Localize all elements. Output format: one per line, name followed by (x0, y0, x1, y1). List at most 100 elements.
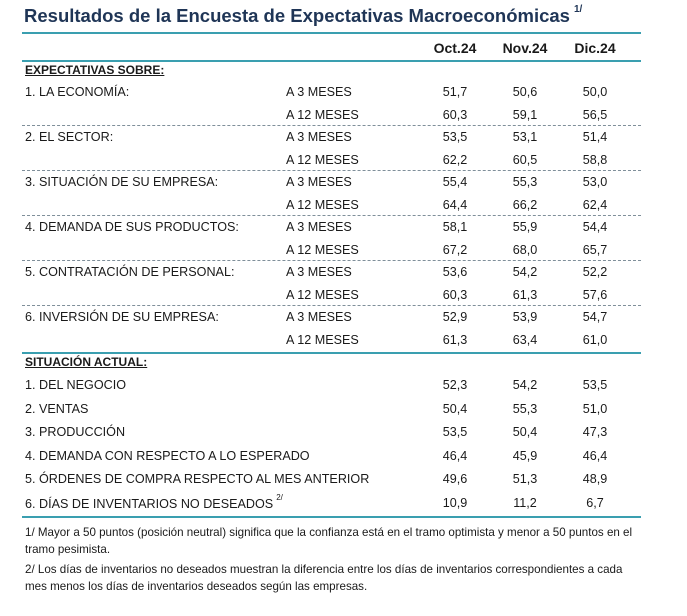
value-cell: 49,6 (442, 472, 468, 486)
indicator-label: 5. CONTRATACIÓN DE PERSONAL: (25, 265, 235, 279)
horizon-label: A 12 MESES (286, 332, 359, 347)
column-header-dic: Dic.24 (574, 40, 616, 56)
value-cell: 65,7 (582, 242, 608, 257)
horizon-label: A 3 MESES (286, 265, 352, 279)
indicator-label-text: 6. DÍAS DE INVENTARIOS NO DESEADOS (25, 496, 274, 511)
table-row: 4. DEMANDA CON RESPECTO A LO ESPERADO 46,… (0, 449, 687, 473)
indicator-label: 4. DEMANDA DE SUS PRODUCTOS: (25, 220, 239, 234)
header-rule (22, 60, 641, 62)
horizon-label: A 3 MESES (286, 130, 352, 144)
top-rule (22, 32, 641, 34)
value-cell: 58,1 (442, 220, 468, 234)
value-cell: 52,3 (442, 378, 468, 392)
footnote-2: 2/ Los días de inventarios no deseados m… (25, 563, 623, 593)
column-header-oct: Oct.24 (433, 40, 477, 56)
value-cell: 53,5 (442, 130, 468, 144)
table-row: A 12 MESES 64,4 66,2 62,4 (0, 198, 687, 222)
table-row: A 12 MESES 67,2 68,0 65,7 (0, 243, 687, 267)
indicator-label: 6. DÍAS DE INVENTARIOS NO DESEADOS 2/ (25, 492, 283, 511)
value-cell: 61,0 (582, 332, 608, 347)
value-cell: 46,4 (442, 448, 468, 463)
table-row: A 12 MESES 61,3 63,4 61,0 (0, 333, 687, 357)
table-row: A 12 MESES 60,3 59,1 56,5 (0, 108, 687, 132)
value-cell: 45,9 (512, 448, 538, 463)
value-cell: 56,5 (582, 107, 608, 122)
value-cell: 58,8 (582, 152, 608, 167)
value-cell: 55,4 (442, 175, 468, 189)
group-divider (22, 215, 641, 216)
table-row: 1. LA ECONOMÍA: A 3 MESES 51,7 50,6 50,0 (0, 85, 687, 109)
value-cell: 53,5 (442, 425, 468, 439)
table-row: 5. CONTRATACIÓN DE PERSONAL: A 3 MESES 53,… (0, 265, 687, 289)
table-row: 1. DEL NEGOCIO 52,3 54,2 53,5 (0, 378, 687, 402)
horizon-label: A 3 MESES (286, 220, 352, 234)
value-cell: 50,4 (512, 425, 538, 439)
value-cell: 54,2 (512, 265, 538, 279)
value-cell: 57,6 (582, 287, 608, 302)
value-cell: 52,9 (442, 310, 468, 324)
value-cell: 55,3 (512, 401, 538, 416)
value-cell: 54,4 (582, 220, 608, 234)
value-cell: 10,9 (442, 495, 468, 510)
value-cell: 62,2 (442, 152, 468, 167)
title-footnote-marker: 1/ (573, 3, 583, 15)
value-cell: 63,4 (512, 332, 538, 347)
indicator-label: 2. EL SECTOR: (25, 130, 114, 144)
indicator-label: 1. DEL NEGOCIO (25, 378, 126, 392)
value-cell: 6,7 (586, 495, 604, 510)
value-cell: 66,2 (512, 197, 538, 212)
value-cell: 59,1 (512, 107, 538, 122)
value-cell: 60,5 (512, 152, 538, 167)
value-cell: 55,9 (512, 220, 538, 234)
table-row: 3. SITUACIÓN DE SU EMPRESA: A 3 MESES 55,4… (0, 175, 687, 199)
indicator-label: 5. ÓRDENES DE COMPRA RESPECTO AL MES ANT… (25, 472, 369, 486)
group-divider (22, 305, 641, 306)
footnote-1: 1/ Mayor a 50 puntos (posición neutral) … (25, 526, 633, 556)
value-cell: 60,3 (442, 287, 468, 302)
horizon-label: A 3 MESES (286, 175, 352, 189)
value-cell: 48,9 (582, 472, 608, 486)
horizon-label: A 3 MESES (286, 310, 352, 324)
horizon-label: A 12 MESES (286, 107, 359, 122)
horizon-label: A 12 MESES (286, 197, 359, 212)
value-cell: 50,0 (582, 85, 608, 99)
indicator-label: 2. VENTAS (25, 402, 88, 416)
indicator-label-text: 3. PRODUCCIÓN (25, 425, 126, 439)
bottom-rule (22, 516, 641, 518)
horizon-label: A 3 MESES (286, 85, 352, 99)
value-cell: 53,9 (512, 310, 538, 324)
table-row: 2. VENTAS 50,4 55,3 51,0 (0, 402, 687, 426)
value-cell: 64,4 (442, 197, 468, 212)
table-row: 5. ÓRDENES DE COMPRA RESPECTO AL MES ANT… (0, 472, 687, 496)
group-divider (22, 260, 641, 261)
value-cell: 46,4 (582, 448, 608, 463)
indicator-label-text: 1. DEL NEGOCIO (25, 378, 127, 392)
table-row: 6. INVERSIÓN DE SU EMPRESA: A 3 MESES 52,9… (0, 310, 687, 334)
horizon-label: A 12 MESES (286, 152, 359, 167)
value-cell: 51,7 (442, 85, 468, 99)
value-cell: 53,0 (582, 175, 608, 189)
indicator-label-text: 4. DEMANDA CON RESPECTO A LO ESPERADO (25, 448, 310, 463)
value-cell: 50,4 (442, 401, 468, 416)
value-cell: 68,0 (512, 242, 538, 257)
group-divider (22, 170, 641, 171)
indicator-label-text: 5. ÓRDENES DE COMPRA RESPECTO AL MES ANT… (25, 472, 370, 486)
table-row: 6. DÍAS DE INVENTARIOS NO DESEADOS 2/10,9… (0, 492, 687, 520)
value-cell: 54,7 (582, 310, 608, 324)
indicator-label: 3. SITUACIÓN DE SU EMPRESA: (25, 175, 219, 189)
value-cell: 60,3 (442, 107, 468, 122)
table-row: A 12 MESES 60,3 61,3 57,6 (0, 288, 687, 312)
indicator-label: 1. LA ECONOMÍA: (25, 85, 130, 99)
table-row: 2. EL SECTOR: A 3 MESES 53,5 53,1 51,4 (0, 130, 687, 154)
value-cell: 54,2 (512, 378, 538, 392)
value-cell: 53,1 (512, 130, 538, 144)
page-title: Resultados de la Encuesta de Expectativa… (24, 3, 583, 27)
value-cell: 53,6 (442, 265, 468, 279)
indicator-label: 6. INVERSIÓN DE SU EMPRESA: (25, 310, 219, 324)
section-expectativas-heading: EXPECTATIVAS SOBRE: (25, 63, 165, 77)
title-text: Resultados de la Encuesta de Expectativa… (24, 5, 570, 26)
horizon-label: A 12 MESES (286, 287, 359, 302)
value-cell: 55,3 (512, 175, 538, 189)
footnote-marker: 2/ (276, 492, 283, 502)
value-cell: 51,0 (582, 401, 608, 416)
